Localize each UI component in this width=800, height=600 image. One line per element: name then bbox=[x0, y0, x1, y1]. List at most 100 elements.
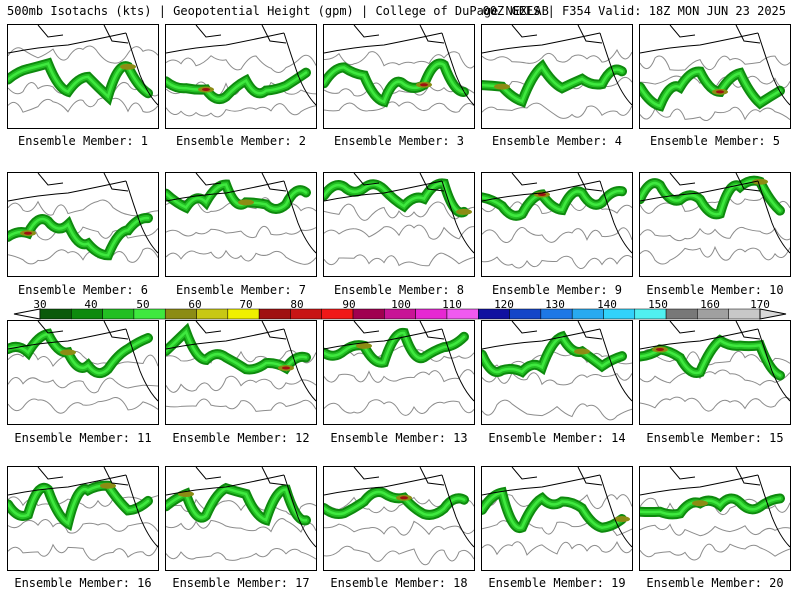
map-canvas bbox=[166, 321, 316, 412]
colorbar-tick-label: 60 bbox=[188, 298, 202, 311]
ensemble-member-label: Ensemble Member: 17 bbox=[172, 576, 310, 590]
coastline-borders bbox=[8, 173, 158, 254]
ensemble-member-label: Ensemble Member: 11 bbox=[14, 431, 152, 445]
isotach-jet-stream bbox=[482, 486, 630, 533]
colorbar-swatch bbox=[697, 308, 729, 320]
colorbar-swatch bbox=[196, 308, 229, 320]
map-canvas bbox=[640, 25, 790, 122]
model-run-info: 00Z GEFS | F354 Valid: 18Z MON JUN 23 20… bbox=[482, 4, 786, 18]
isotach-jet-stream bbox=[324, 58, 469, 108]
ensemble-member-map bbox=[165, 466, 317, 571]
colorbar-swatch bbox=[634, 308, 667, 320]
ensemble-member-label: Ensemble Member: 14 bbox=[488, 431, 626, 445]
colorbar-swatch bbox=[540, 308, 573, 320]
coastline-borders bbox=[324, 25, 474, 106]
map-canvas bbox=[8, 467, 158, 561]
ensemble-member-map bbox=[165, 320, 317, 425]
colorbar-swatch bbox=[258, 308, 291, 320]
colorbar-swatch bbox=[71, 308, 103, 320]
isotach-jet-stream bbox=[324, 486, 469, 520]
ensemble-member-label: Ensemble Member: 9 bbox=[491, 283, 623, 297]
ensemble-member-map bbox=[639, 466, 791, 571]
ensemble-member-label: Ensemble Member: 3 bbox=[333, 134, 465, 148]
coastline-borders bbox=[166, 467, 316, 548]
coastline-borders bbox=[324, 173, 474, 254]
colorbar-swatch bbox=[509, 308, 542, 320]
ensemble-member-map bbox=[323, 172, 475, 277]
coastline-borders bbox=[482, 467, 632, 548]
ensemble-member-map bbox=[323, 320, 475, 425]
coastline-borders bbox=[640, 25, 790, 106]
ensemble-member-label: Ensemble Member: 13 bbox=[330, 431, 468, 445]
jet-max bbox=[494, 83, 510, 90]
isotach-jet-stream bbox=[324, 178, 472, 218]
ensemble-member-label: Ensemble Member: 10 bbox=[646, 283, 784, 297]
colorbar-swatch bbox=[603, 308, 636, 320]
colorbar-tick-label: 90 bbox=[342, 298, 356, 311]
colorbar-swatch bbox=[728, 308, 761, 320]
isotach-jet-stream bbox=[640, 334, 785, 381]
colorbar-tick-label: 30 bbox=[33, 298, 47, 311]
coastline-borders bbox=[482, 321, 632, 402]
colorbar-swatch bbox=[665, 308, 698, 320]
coastline-borders bbox=[8, 25, 158, 106]
map-canvas bbox=[482, 467, 632, 556]
map-canvas bbox=[324, 321, 474, 416]
isotach-jet-stream bbox=[482, 330, 627, 378]
ensemble-member-map bbox=[481, 172, 633, 277]
ensemble-member-label: Ensemble Member: 12 bbox=[172, 431, 310, 445]
jet-max bbox=[456, 208, 472, 215]
ensemble-member-map bbox=[639, 172, 791, 277]
height-contours bbox=[640, 196, 790, 265]
colorbar-swatch bbox=[290, 308, 322, 320]
colorbar-tick-label: 110 bbox=[442, 298, 462, 311]
jet-max bbox=[752, 178, 768, 185]
jet-max bbox=[356, 342, 372, 349]
coastline-borders bbox=[640, 173, 790, 254]
isotach-jet-stream bbox=[166, 322, 311, 375]
colorbar-tick-label: 40 bbox=[84, 298, 98, 311]
ensemble-member-label: Ensemble Member: 20 bbox=[646, 576, 784, 590]
map-canvas bbox=[324, 467, 474, 566]
colorbar-swatch bbox=[446, 308, 479, 320]
ensemble-member-map bbox=[323, 466, 475, 571]
map-canvas bbox=[640, 321, 790, 412]
jet-max bbox=[100, 482, 116, 489]
ensemble-member-map bbox=[481, 24, 633, 129]
ensemble-member-label: Ensemble Member: 8 bbox=[333, 283, 465, 297]
map-header: 500mb Isotachs (kts) | Geopotential Heig… bbox=[0, 0, 800, 22]
colorbar-tick-label: 130 bbox=[545, 298, 565, 311]
isotach-jet-stream bbox=[482, 186, 627, 221]
colorbar-min-arrow bbox=[13, 308, 41, 320]
isotach-jet-stream bbox=[640, 493, 785, 520]
coastline-borders bbox=[324, 321, 474, 402]
map-canvas bbox=[166, 25, 316, 118]
colorbar-tick-label: 170 bbox=[750, 298, 770, 311]
jet-max bbox=[692, 500, 708, 507]
isotach-jet-stream bbox=[482, 59, 627, 108]
ensemble-member-label: Ensemble Member: 4 bbox=[491, 134, 623, 148]
map-canvas bbox=[166, 467, 316, 561]
coastline-borders bbox=[482, 173, 632, 254]
colorbar-tick-label: 70 bbox=[239, 298, 253, 311]
coastline-borders bbox=[482, 25, 632, 106]
colorbar-swatch bbox=[478, 308, 510, 320]
isotach-jet-stream bbox=[8, 57, 153, 106]
map-title: 500mb Isotachs (kts) | Geopotential Heig… bbox=[7, 4, 549, 18]
colorbar-tick-label: 160 bbox=[700, 298, 720, 311]
colorbar-swatch bbox=[133, 308, 166, 320]
colorbar-swatch bbox=[384, 308, 416, 320]
wind-speed-colorbar: 30 40 50 60 70 80 90 100 110 120 130 140 150 160 170 bbox=[0, 296, 800, 320]
coastline-borders bbox=[640, 467, 790, 548]
ensemble-member-map bbox=[165, 172, 317, 277]
colorbar-swatch bbox=[102, 308, 135, 320]
ensemble-member-map bbox=[481, 466, 633, 571]
map-canvas bbox=[8, 321, 158, 414]
map-canvas bbox=[166, 173, 316, 265]
map-canvas bbox=[482, 173, 632, 269]
coastline-borders bbox=[8, 467, 158, 548]
isotach-jet-stream bbox=[166, 179, 311, 214]
ensemble-member-map bbox=[7, 24, 159, 129]
colorbar-max-arrow bbox=[759, 308, 787, 320]
ensemble-member-label: Ensemble Member: 15 bbox=[646, 431, 784, 445]
